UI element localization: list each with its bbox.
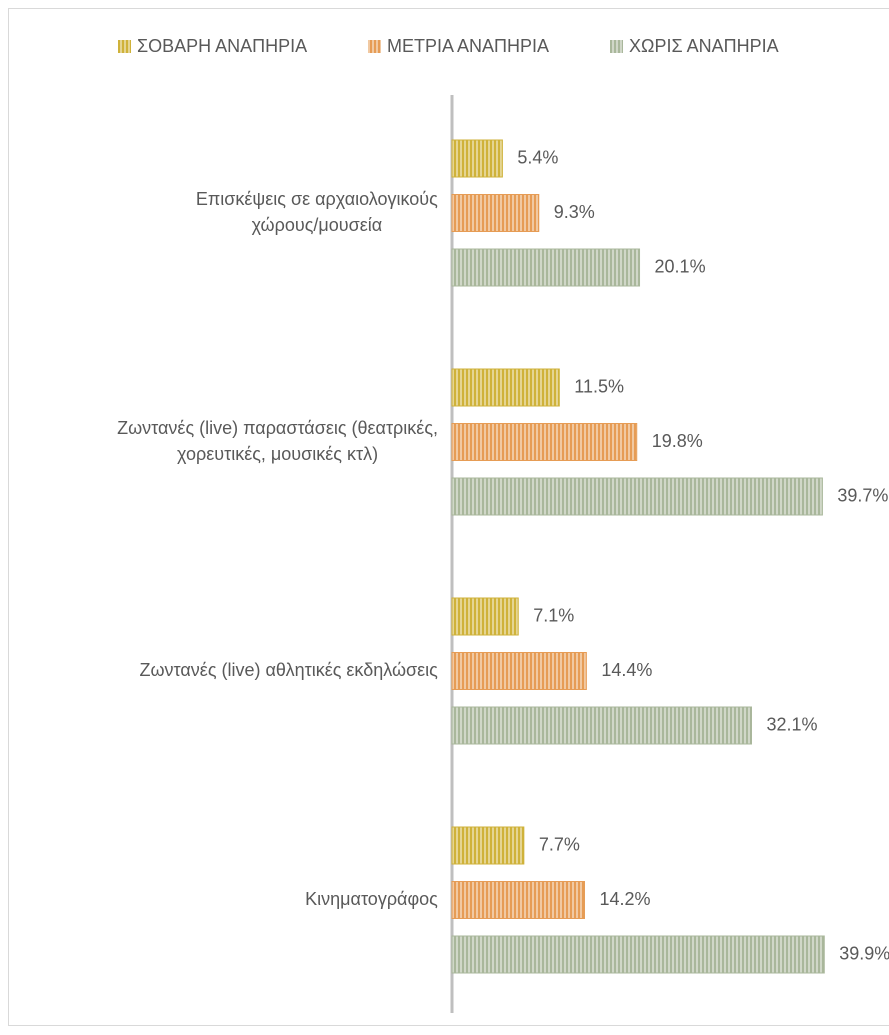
data-label: 11.5% xyxy=(574,376,624,396)
bar xyxy=(451,194,540,232)
data-label: 39.7% xyxy=(837,485,888,505)
data-label: 14.4% xyxy=(601,660,652,680)
bar xyxy=(451,881,585,919)
bar xyxy=(451,706,752,745)
bar xyxy=(451,652,587,690)
bar xyxy=(451,826,525,865)
bar xyxy=(451,477,823,516)
legend-label: ΧΩΡΙΣ ΑΝΑΠΗΡΙΑ xyxy=(629,36,779,56)
legend-label: ΣΟΒΑΡΗ ΑΝΑΠΗΡΙΑ xyxy=(137,36,307,56)
data-label: 20.1% xyxy=(655,256,706,276)
bar xyxy=(451,423,638,461)
bar xyxy=(451,368,560,407)
category-label: Ζωντανές (live) παραστάσεις (θεατρικές, χ… xyxy=(117,418,438,464)
legend-swatch xyxy=(610,40,623,53)
data-label: 7.7% xyxy=(539,834,580,854)
chart-border xyxy=(8,8,889,1026)
data-label: 39.9% xyxy=(839,943,889,963)
category-label: Επισκέψεις σε αρχαιολογικούς χώρους/μουσε… xyxy=(196,189,438,235)
data-label: 19.8% xyxy=(652,431,703,451)
legend-label: ΜΕΤΡΙΑ ΑΝΑΠΗΡΙΑ xyxy=(387,36,549,56)
bar xyxy=(451,139,503,178)
data-label: 7.1% xyxy=(533,605,574,625)
data-label: 14.2% xyxy=(599,889,650,909)
bar xyxy=(451,248,641,287)
legend-swatch xyxy=(368,40,381,53)
legend-swatch xyxy=(118,40,131,53)
category-label: Κινηματογράφος xyxy=(305,889,438,909)
data-label: 9.3% xyxy=(554,202,595,222)
data-label: 32.1% xyxy=(766,714,817,734)
bar xyxy=(451,935,825,974)
category-label: Ζωντανές (live) αθλητικές εκδηλώσεις xyxy=(140,660,439,680)
bar xyxy=(451,597,519,636)
data-label: 5.4% xyxy=(517,147,558,167)
